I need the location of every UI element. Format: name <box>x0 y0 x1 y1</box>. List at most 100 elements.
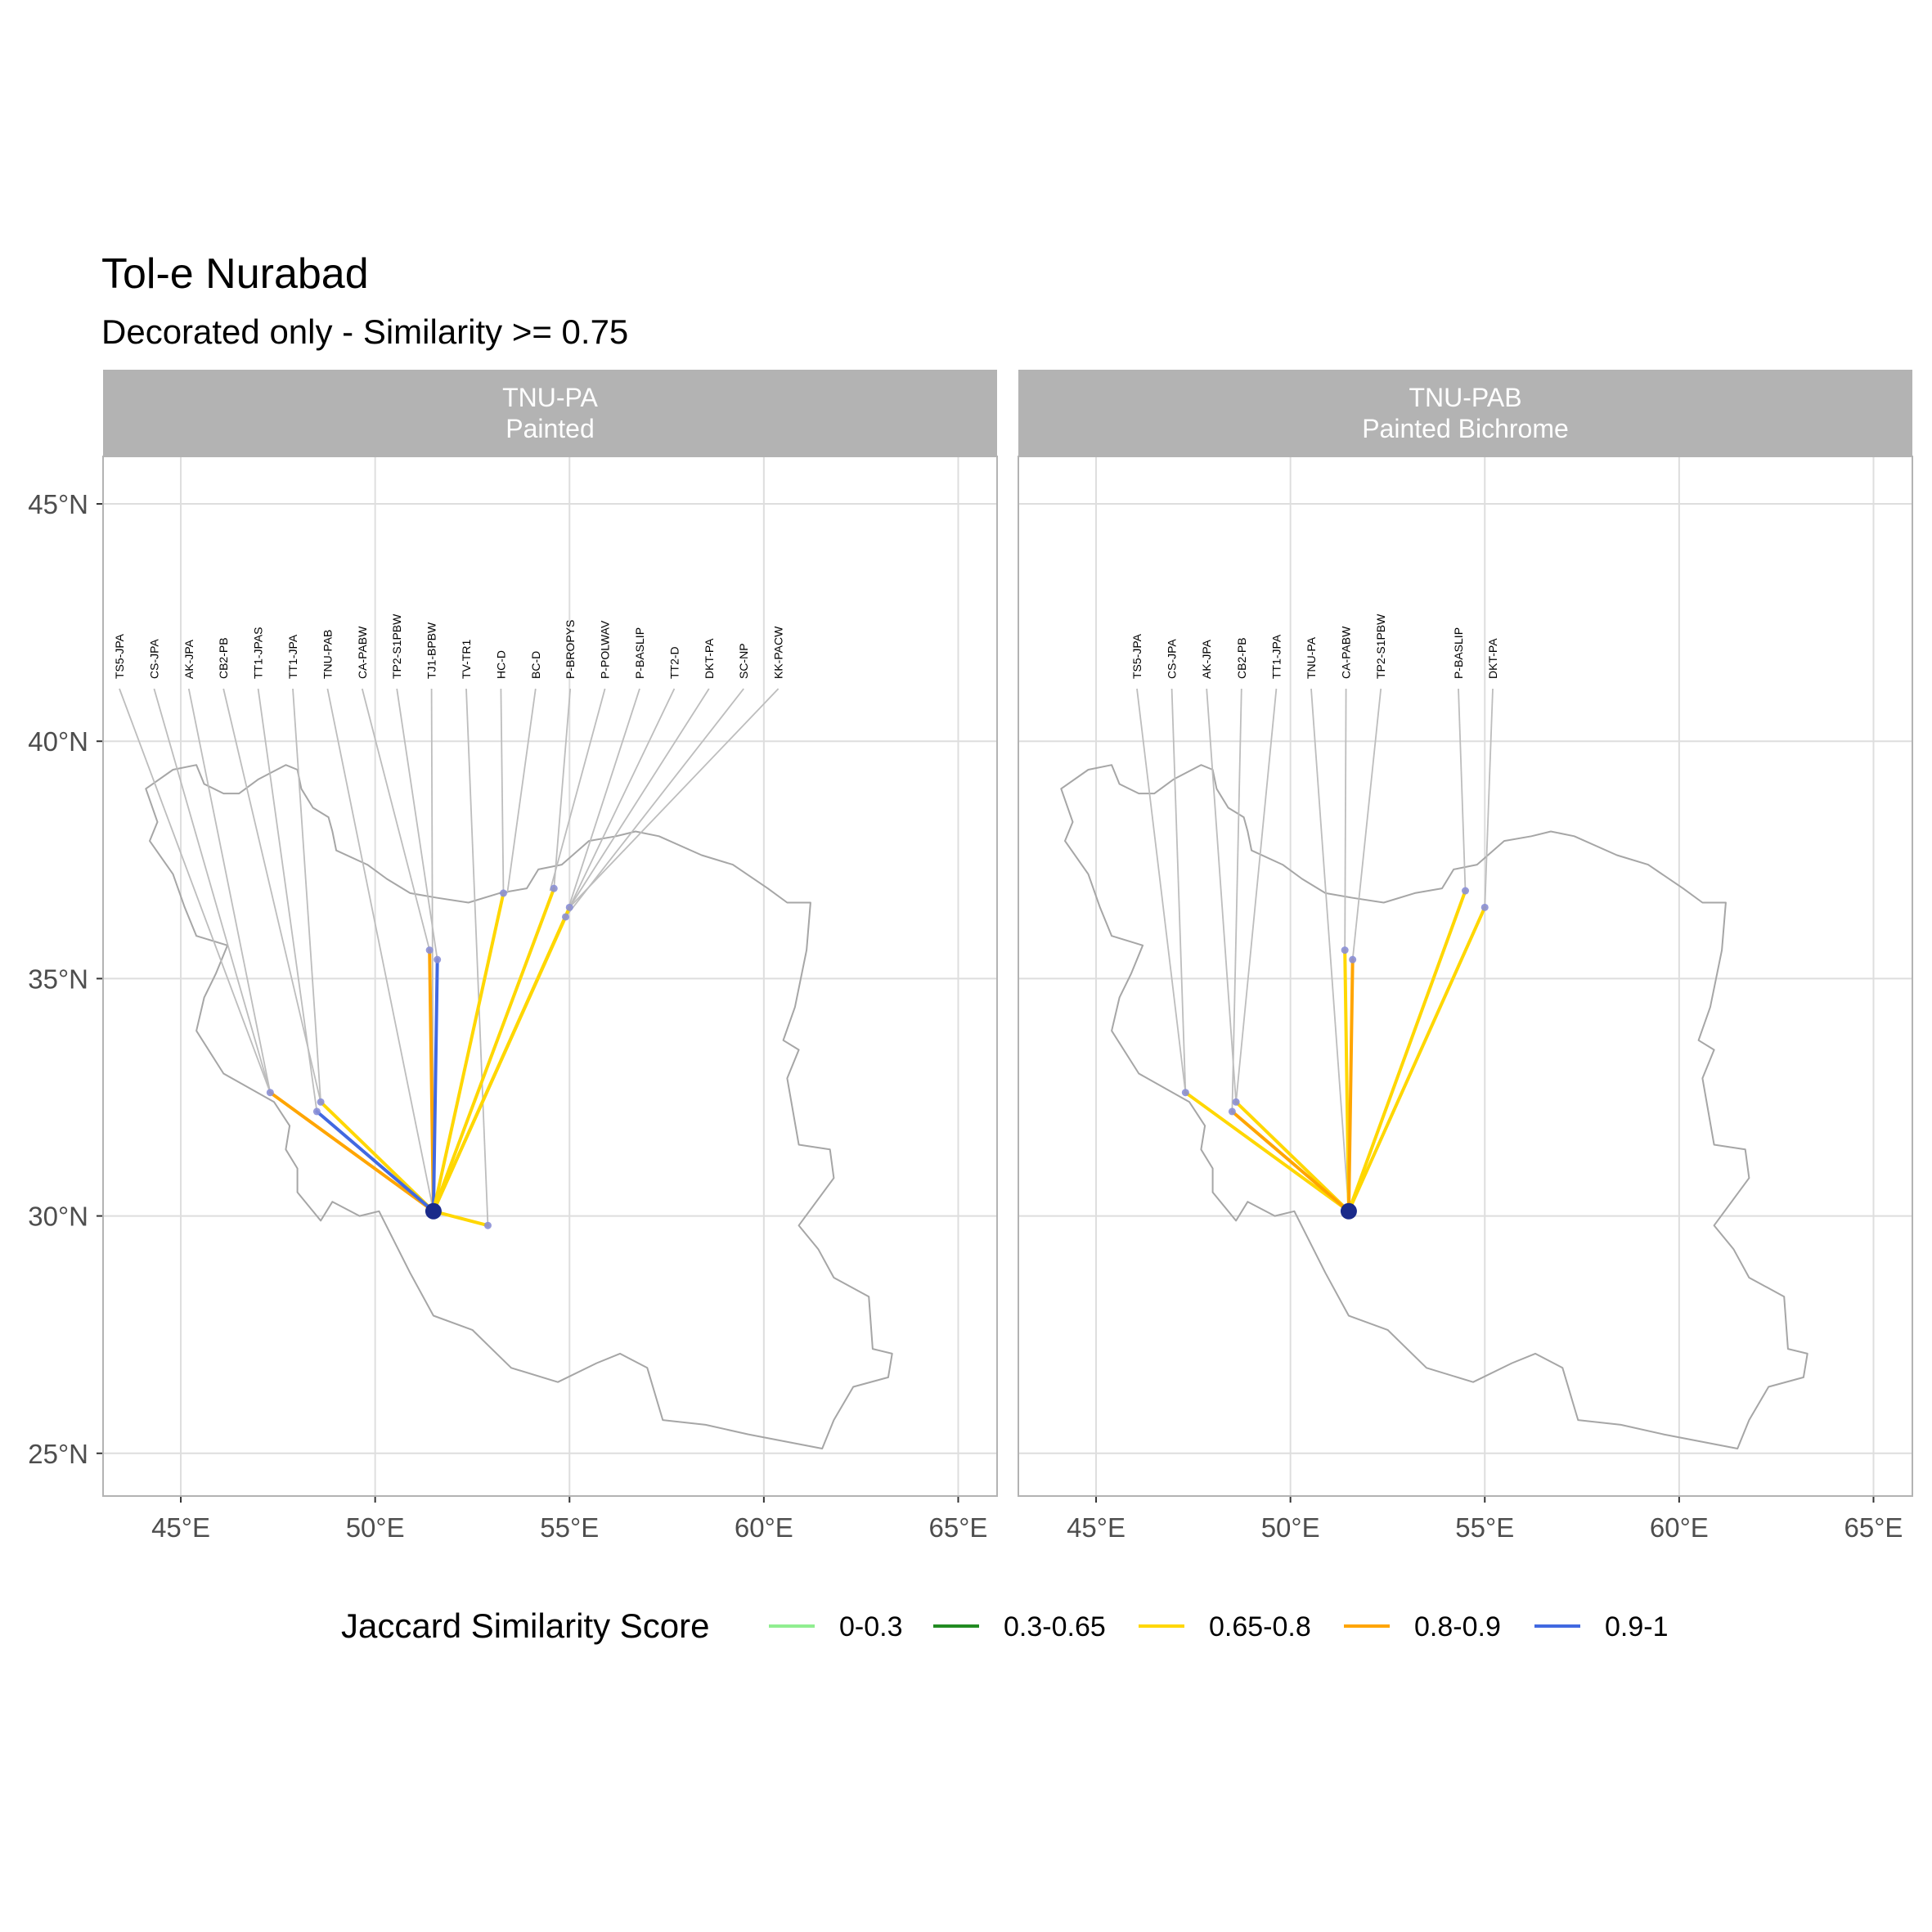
site-label: CA-PABW <box>1340 626 1353 679</box>
similarity-link <box>431 887 556 1213</box>
legend-label: 0.3-0.65 <box>1004 1611 1106 1642</box>
site-label: DKT-PA <box>703 638 716 679</box>
site-label: TJ1-BPBW <box>425 622 438 679</box>
site-label: TP2-S1PBW <box>390 613 403 679</box>
site-point <box>266 1089 274 1097</box>
site-label: CA-PABW <box>356 626 369 679</box>
panel-border <box>102 456 998 1497</box>
origin-site-point <box>1340 1202 1357 1220</box>
site-label: BC-D <box>529 651 542 679</box>
site-label: P-BROPYS <box>564 620 577 679</box>
site-point <box>565 903 573 911</box>
site-point <box>1480 903 1489 911</box>
site-leader-line <box>361 688 431 950</box>
site-leader-line <box>1136 688 1187 1093</box>
x-tick-label: 50°E <box>346 1512 405 1543</box>
x-tick-label: 45°E <box>151 1512 210 1543</box>
site-point <box>1228 1108 1236 1116</box>
site-label: TS5-JPA <box>113 633 126 679</box>
x-tick-label: 60°E <box>735 1512 793 1543</box>
site-label: TT1-JPA <box>1269 634 1283 679</box>
legend-label: 0-0.3 <box>839 1611 903 1642</box>
site-leader-line <box>568 688 780 908</box>
y-tick-label: 25°N <box>28 1439 88 1469</box>
y-tick-label: 35°N <box>28 964 88 994</box>
similarity-link <box>1346 905 1487 1213</box>
site-label: SC-NP <box>737 643 750 679</box>
similarity-link <box>315 1109 435 1213</box>
site-label: CB2-PB <box>217 637 230 679</box>
x-tick-label: 65°E <box>1844 1512 1903 1543</box>
similarity-link <box>1346 889 1467 1213</box>
site-label: TT2-D <box>667 646 681 679</box>
legend: Jaccard Similarity Score 0-0.3 0.3-0.65 0.6… <box>341 1606 1669 1645</box>
country-outline <box>145 764 893 1449</box>
site-leader-line <box>326 688 434 1211</box>
site-leader-line <box>506 688 537 894</box>
site-label: CS-JPA <box>1166 639 1179 679</box>
site-label: CS-JPA <box>147 639 160 679</box>
similarity-link <box>431 891 505 1213</box>
site-point <box>1462 887 1469 895</box>
facet-strip-code: TNU-PA <box>502 383 598 412</box>
site-label: TP2-S1PBW <box>1374 613 1387 679</box>
site-leader-line <box>564 688 640 918</box>
site-leader-line <box>1206 688 1238 1103</box>
site-leader-line <box>1310 688 1350 1211</box>
country-outline <box>1060 764 1808 1449</box>
site-leader-line <box>465 688 489 1226</box>
similarity-link <box>1230 1109 1350 1213</box>
site-leader-line <box>568 688 710 908</box>
site-leader-line <box>553 688 572 889</box>
site-label: TNU-PA <box>1305 636 1318 679</box>
site-leader-line <box>257 688 318 1112</box>
legend-title: Jaccard Similarity Score <box>341 1606 709 1645</box>
site-point <box>1341 946 1349 955</box>
site-label: CB2-PB <box>1235 637 1248 679</box>
similarity-link <box>1184 1090 1350 1213</box>
site-leader-line <box>119 688 272 1094</box>
y-tick-label: 40°N <box>28 726 88 757</box>
legend-label: 0.8-0.9 <box>1414 1611 1501 1642</box>
site-label: TV-TR1 <box>460 640 473 679</box>
legend-label: 0.9-1 <box>1605 1611 1669 1642</box>
similarity-link <box>268 1090 435 1213</box>
site-label: AK-JPA <box>182 639 195 679</box>
site-leader-line <box>153 688 272 1093</box>
site-label: AK-JPA <box>1200 639 1213 679</box>
site-leader-line <box>187 688 272 1093</box>
site-label: DKT-PA <box>1486 638 1499 679</box>
site-label: HC-D <box>494 650 507 679</box>
site-point <box>1232 1098 1240 1106</box>
site-point <box>312 1108 321 1116</box>
site-point <box>434 955 442 964</box>
site-leader-line <box>500 688 505 893</box>
x-tick-label: 65°E <box>929 1512 988 1543</box>
plot-subtitle: Decorated only - Similarity >= 0.75 <box>101 312 628 351</box>
site-leader-line <box>1231 688 1242 1112</box>
site-point <box>550 884 558 892</box>
site-leader-line <box>1344 688 1347 950</box>
x-tick-label: 50°E <box>1261 1512 1320 1543</box>
site-point <box>1349 955 1357 964</box>
site-point <box>483 1221 492 1229</box>
site-leader-line <box>292 688 322 1103</box>
similarity-link <box>431 905 572 1213</box>
facet-strip-code: TNU-PAB <box>1409 383 1521 412</box>
site-label: P-BASLIP <box>633 627 646 679</box>
x-tick-label: 55°E <box>1455 1512 1514 1543</box>
site-point <box>425 946 434 955</box>
origin-site-point <box>425 1202 442 1220</box>
site-label: P-POLWAV <box>599 620 612 679</box>
panel-border <box>1018 456 1913 1497</box>
site-leader-line <box>568 688 676 908</box>
site-leader-line <box>549 688 606 892</box>
facet-strip <box>1018 370 1912 456</box>
site-point <box>1181 1089 1189 1097</box>
x-tick-label: 60°E <box>1650 1512 1709 1543</box>
plot-title: Tol-e Nurabad <box>101 250 369 298</box>
facet-strip <box>103 370 997 456</box>
site-label: TS5-JPA <box>1130 633 1143 679</box>
site-point <box>317 1098 325 1106</box>
